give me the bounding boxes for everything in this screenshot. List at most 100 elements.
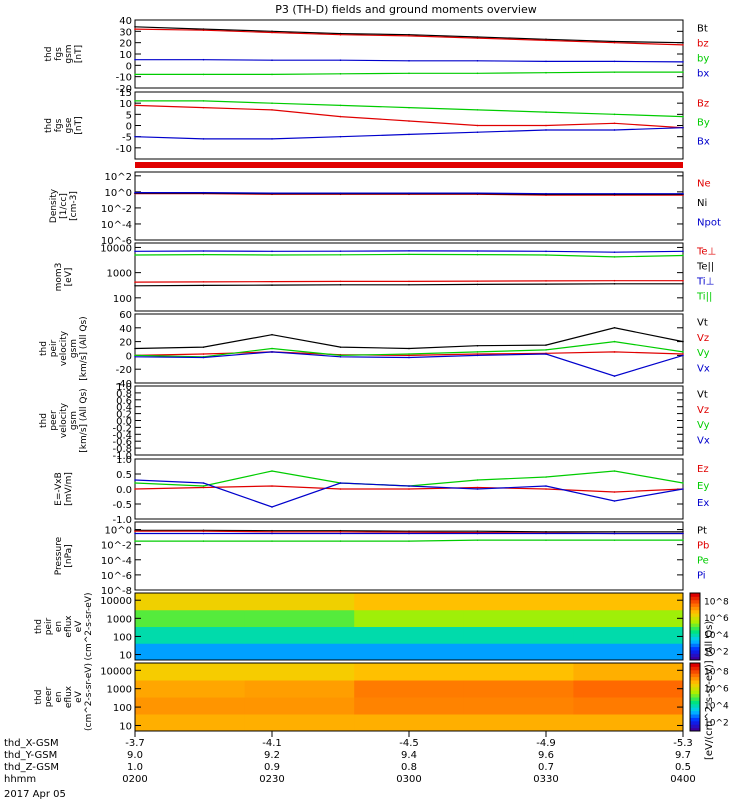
y-axis-label: gsm xyxy=(69,339,79,358)
colorbar-step xyxy=(690,653,700,658)
data-point xyxy=(134,540,136,542)
heatmap-cell xyxy=(573,714,684,732)
heatmap-cell xyxy=(354,697,465,715)
colorbar-step xyxy=(690,646,700,651)
series-line xyxy=(134,28,684,46)
data-point xyxy=(408,192,410,194)
data-point xyxy=(613,531,616,533)
y-axis-label: en xyxy=(54,621,64,632)
legend-entry: Vt xyxy=(697,390,708,401)
data-point xyxy=(545,283,547,285)
data-point xyxy=(682,71,684,73)
colorbar-step xyxy=(690,629,700,634)
data-point xyxy=(545,250,547,253)
legend-entry: Vz xyxy=(697,405,709,416)
y-axis-label: [mV/m] xyxy=(64,472,74,506)
y-tick-label: -0.6 xyxy=(112,437,132,448)
data-point xyxy=(408,250,410,252)
colorbar-tick: 10^4 xyxy=(704,631,729,641)
data-point xyxy=(613,60,616,63)
colorbar-step xyxy=(690,707,700,712)
data-point xyxy=(339,254,342,256)
y-tick-label: 0 xyxy=(126,351,132,362)
y-tick-label: -40 xyxy=(116,379,132,390)
data-point xyxy=(271,250,273,253)
orbit-value: 9.6 xyxy=(538,750,554,761)
y-tick-label: 100 xyxy=(113,703,132,714)
data-point xyxy=(202,253,205,256)
data-point xyxy=(545,353,547,355)
data-point xyxy=(339,32,342,35)
y-axis-label: thd xyxy=(34,690,44,705)
data-point xyxy=(476,530,479,533)
data-point xyxy=(476,109,479,111)
data-point xyxy=(613,256,616,258)
data-point xyxy=(408,280,410,283)
y-tick-label: -0.8 xyxy=(112,444,132,455)
colorbar-tick: 10^8 xyxy=(704,668,729,678)
orbit-value: 9.0 xyxy=(127,750,143,761)
panel-4: 10000 1000 100 mom3 [eV] Te⊥ Te|| Ti⊥ Ti|| xyxy=(54,242,716,312)
data-point xyxy=(408,253,410,256)
data-point xyxy=(134,530,136,533)
y-tick-label: 0.0 xyxy=(116,417,132,428)
data-point xyxy=(545,488,547,490)
data-point xyxy=(134,254,136,256)
heatmap-cell xyxy=(135,626,246,644)
legend-entry: bx xyxy=(697,69,709,80)
data-point xyxy=(134,104,136,107)
series-line xyxy=(134,470,684,487)
data-point xyxy=(408,531,410,533)
data-point xyxy=(476,250,479,252)
y-tick-label: 10^0 xyxy=(105,188,132,199)
y-axis-label: fgs xyxy=(54,47,64,61)
heatmap-cell xyxy=(463,593,574,611)
y-tick-label: 10 xyxy=(119,651,132,662)
data-point xyxy=(613,71,616,73)
data-point xyxy=(271,540,273,542)
data-point xyxy=(408,60,410,62)
data-point xyxy=(339,115,342,118)
data-point xyxy=(202,73,205,76)
colorbar-step xyxy=(690,724,700,729)
data-point xyxy=(271,532,273,535)
y-axis-label: gsm xyxy=(64,44,74,63)
data-point xyxy=(339,59,342,62)
data-point xyxy=(271,31,273,34)
data-point xyxy=(202,346,205,348)
y-axis-label: [cm-3] xyxy=(69,191,79,221)
data-point xyxy=(408,283,410,286)
data-point xyxy=(545,254,547,256)
colorbar-step xyxy=(690,697,700,701)
colorbar-step xyxy=(690,714,700,718)
data-point xyxy=(613,500,616,502)
panel-frame xyxy=(134,521,684,591)
data-point xyxy=(134,479,136,481)
data-point xyxy=(613,340,616,343)
legend-entry: Bz xyxy=(697,98,709,109)
data-point xyxy=(545,280,547,282)
legend-entry: Vy xyxy=(697,420,710,431)
y-tick-label: 100 xyxy=(113,632,132,643)
data-point xyxy=(476,353,479,355)
y-axis-label: (cm^2-s-sr-eV) xyxy=(84,593,94,661)
data-point xyxy=(682,61,684,63)
data-point xyxy=(408,354,410,357)
y-tick-label: 10000 xyxy=(100,596,132,607)
orbit-value: -4.1 xyxy=(262,738,282,749)
y-axis-label: thd xyxy=(39,413,49,428)
data-point xyxy=(545,539,547,541)
y-tick-label: 1.0 xyxy=(116,382,132,393)
colorbar-step xyxy=(690,710,700,715)
colorbar-label: [eV/(cm^2-s-sr-eV)] (All Qs) xyxy=(704,621,715,760)
data-point xyxy=(682,340,684,343)
y-tick-label: 60 xyxy=(119,310,132,321)
data-point xyxy=(271,506,273,508)
colorbar-step xyxy=(690,636,700,641)
data-point xyxy=(682,41,684,44)
panel-frame xyxy=(134,171,684,241)
panel-frame xyxy=(134,385,684,456)
data-point xyxy=(202,356,205,359)
y-axis-label: [nPa] xyxy=(64,544,74,567)
y-axis-label: eflux xyxy=(64,615,74,638)
